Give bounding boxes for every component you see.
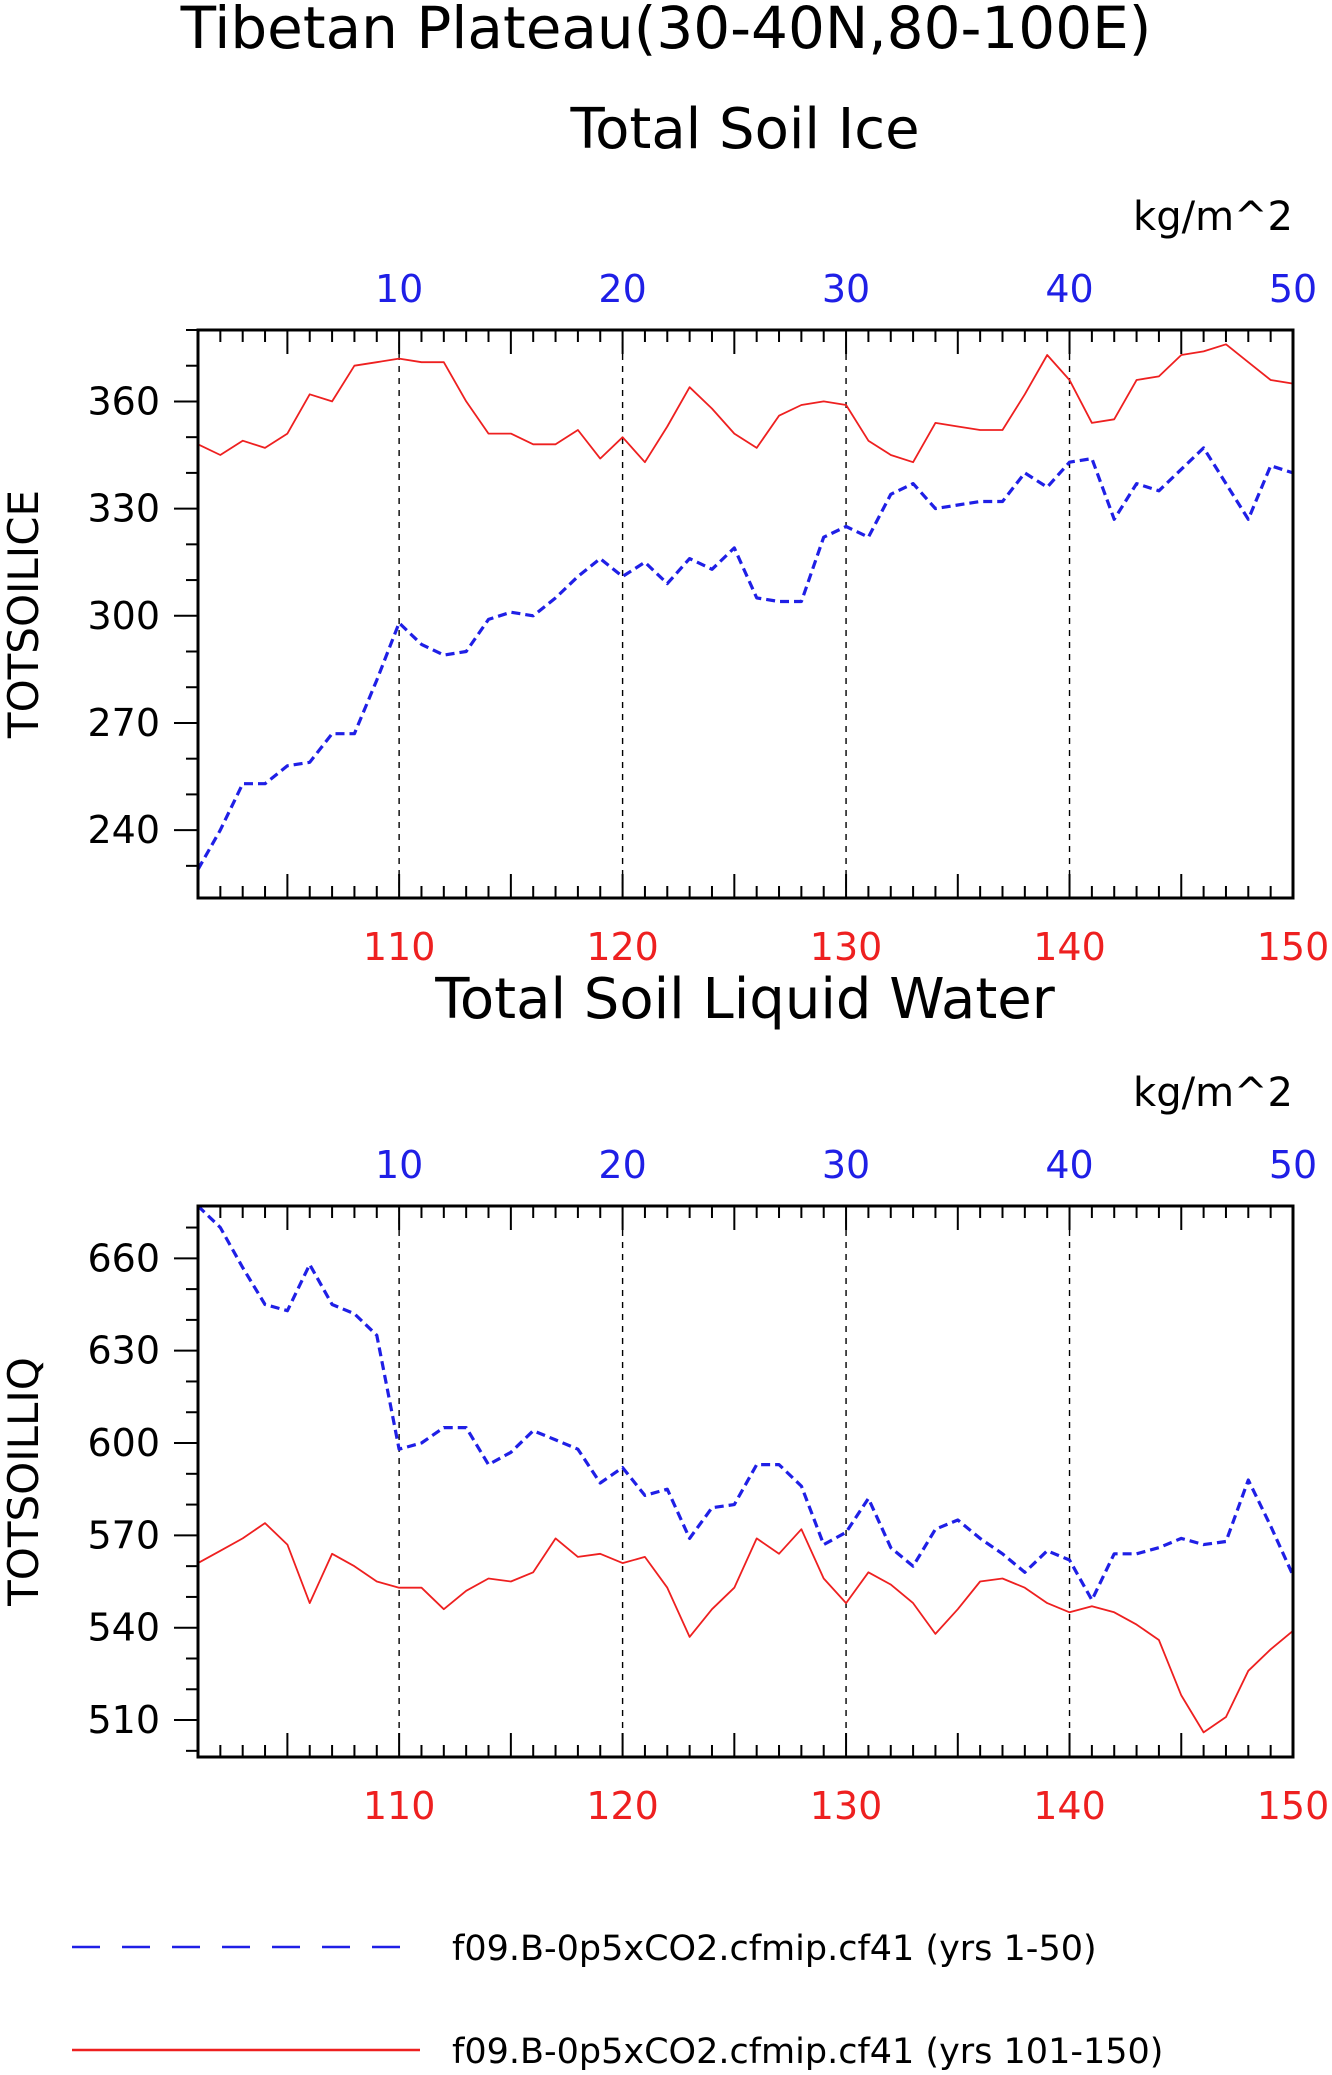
y-axis-label: TOTSOILLIQ: [0, 1357, 48, 1607]
top-tick-label: 40: [1045, 267, 1093, 311]
y-tick-label: 270: [87, 701, 160, 745]
top-tick-label: 50: [1269, 267, 1317, 311]
figure-title: Tibetan Plateau(30-40N,80-100E): [180, 0, 1152, 62]
bottom-tick-label: 150: [1257, 1784, 1330, 1828]
top-tick-label: 10: [375, 267, 423, 311]
panel-2: Total Soil Liquid Water kg/m^2 10 20 30 40 50 1…: [0, 967, 1329, 1828]
series-line-red: [197, 1522, 1294, 1734]
bottom-tick-label: 120: [586, 1784, 659, 1828]
series-line-blue: [196, 446, 1294, 871]
panel-title: Total Soil Ice: [569, 97, 919, 162]
panel-1: Total Soil Ice kg/m^2 10 20 30 40 50 110 120 130 1…: [0, 97, 1329, 969]
y-tick-label: 300: [87, 594, 160, 638]
y-tick-label: 570: [87, 1513, 160, 1557]
bottom-tick-label: 130: [810, 1784, 883, 1828]
top-tick-label: 10: [375, 1143, 423, 1187]
top-tick-label: 50: [1269, 1143, 1317, 1187]
top-tick-label: 20: [598, 1143, 646, 1187]
top-tick-label: 40: [1045, 1143, 1093, 1187]
top-tick-label: 30: [822, 267, 870, 311]
legend-label: f09.B-0p5xCO2.cfmip.cf41 (yrs 101-150): [452, 2032, 1163, 2072]
series-line-red: [197, 343, 1294, 464]
series-line-blue: [196, 1204, 1295, 1602]
plot-frame: [196, 328, 1295, 900]
y-tick-label: 630: [87, 1329, 160, 1373]
bottom-tick-label: 130: [810, 925, 883, 969]
units-label: kg/m^2: [1133, 1070, 1293, 1116]
legend-label: f09.B-0p5xCO2.cfmip.cf41 (yrs 1-50): [452, 1929, 1097, 1969]
y-tick-label: 540: [87, 1606, 160, 1650]
y-tick-label: 330: [87, 487, 160, 531]
plot-frame: [196, 1204, 1295, 1759]
legend: f09.B-0p5xCO2.cfmip.cf41 (yrs 1-50) f09.B…: [72, 1929, 1163, 2072]
panel-title: Total Soil Liquid Water: [434, 967, 1056, 1032]
y-tick-label: 660: [87, 1236, 160, 1280]
bottom-tick-label: 110: [363, 925, 436, 969]
top-tick-label: 30: [822, 1143, 870, 1187]
units-label: kg/m^2: [1133, 194, 1293, 240]
y-tick-label: 600: [87, 1421, 160, 1465]
y-tick-label: 240: [87, 808, 160, 852]
top-tick-label: 20: [598, 267, 646, 311]
panels: Total Soil Ice kg/m^2 10 20 30 40 50 110 120 130 1…: [0, 97, 1329, 1828]
bottom-tick-label: 150: [1257, 925, 1330, 969]
bottom-tick-label: 120: [586, 925, 659, 969]
bottom-tick-label: 110: [363, 1784, 436, 1828]
y-tick-label: 510: [87, 1698, 160, 1742]
bottom-tick-label: 140: [1033, 1784, 1106, 1828]
bottom-tick-label: 140: [1033, 925, 1106, 969]
y-axis-label: TOTSOILICE: [0, 490, 48, 739]
y-tick-label: 360: [87, 379, 160, 423]
